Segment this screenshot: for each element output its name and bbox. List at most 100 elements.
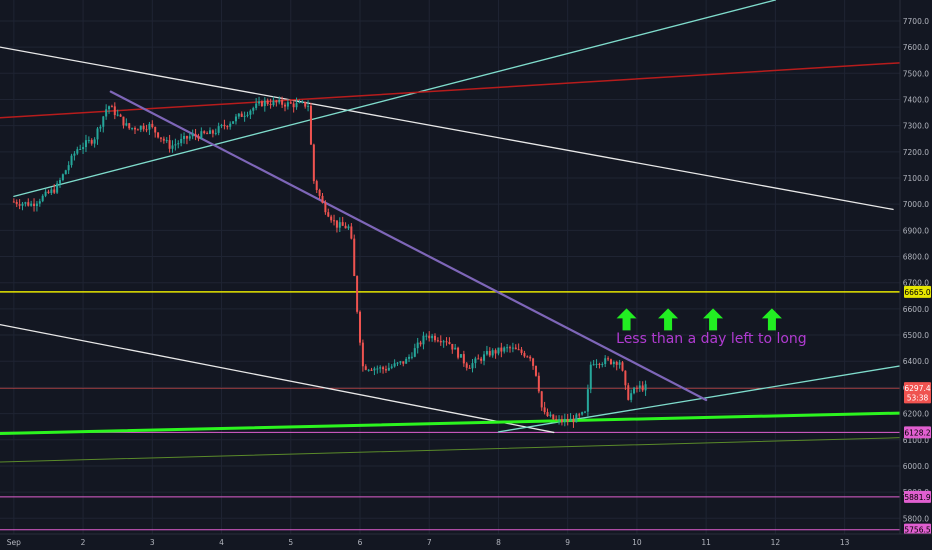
candle-body [511,347,514,349]
candle [324,200,327,215]
candle [370,367,373,371]
candle-body [358,311,362,343]
price-tick-label: 6400.0 [903,357,929,366]
up-arrow-icon [616,308,637,331]
candle [477,354,480,360]
candle-body [165,140,168,142]
candle-body [405,358,408,364]
time-axis[interactable]: Sep 2 3 4 5 6 7 8 9 10 11 12 13 [0,533,932,550]
candle [630,389,633,403]
candle-body [546,412,549,417]
candle-body [232,121,235,124]
candle [174,138,177,151]
candle [555,415,558,421]
candle-body [292,103,295,108]
price-label-background [904,490,931,503]
candle-body [286,102,289,107]
candle [298,99,301,104]
candle [422,331,425,350]
candle-body [99,126,102,129]
candle-body [433,335,437,341]
price-label-badge: 5881.9 [904,490,931,503]
candle [180,133,183,147]
candle [159,137,162,143]
candle-body [24,202,27,204]
candle-body [630,393,633,400]
candle-body [260,101,263,107]
price-tick-label: 7600.0 [903,43,929,52]
candle-body [318,189,321,196]
candle [56,180,59,195]
up-arrow-shape [761,308,782,331]
price-tick-label: 7500.0 [903,69,929,78]
candle-body [341,222,344,226]
candle [347,224,350,230]
price-tick-label: 7400.0 [903,95,929,104]
candle [309,102,312,145]
candle-body [162,138,165,141]
candle [543,401,546,415]
candle-body [21,203,24,206]
candle [90,138,93,146]
candle [494,348,497,359]
candle [520,346,523,356]
price-labels: 6665.0 6297.453:38 6128.2 5881.9 5756.5 [904,285,931,536]
candle-body [275,100,278,103]
candle-body [480,358,483,361]
candle-body [549,414,552,417]
trendline-purple-downtrend [109,90,708,402]
candle-body [243,115,246,117]
candle-body [344,225,347,229]
candle [581,411,584,416]
candle-body [70,155,73,166]
candle [563,413,566,427]
candle-body [459,354,462,358]
price-label-background [904,426,931,439]
candle-body [445,341,448,343]
candle [234,113,237,125]
candles [12,96,647,428]
candle [263,97,266,112]
candle-body [50,189,53,193]
time-tick-label: Sep [7,538,21,547]
candle-body [465,363,468,368]
candle-body [408,356,411,359]
candle-body [428,335,431,339]
candle-body [295,102,298,108]
candle-body [474,358,477,364]
candle-body [566,418,569,422]
candle-body [483,354,486,361]
candle [119,113,122,117]
candle [534,365,537,377]
candle [532,357,535,370]
price-axis[interactable]: 5800.05900.06000.06100.06200.06300.06400… [899,0,929,550]
candle-body [168,140,171,149]
candle [206,131,209,135]
candle [612,360,615,368]
candle-body [90,140,93,144]
candle [454,344,457,350]
candle [436,337,439,343]
candle-body [572,418,575,423]
candle-body [102,116,105,127]
candle [529,355,532,362]
price-label-background [904,285,931,298]
candle-body [540,391,543,408]
candle [301,99,304,104]
candle-body [532,358,535,366]
candle [353,234,356,277]
candle [416,337,419,354]
candle-body [592,364,595,366]
candle-body [200,131,203,139]
candle [27,198,30,207]
candle [50,187,53,196]
candle-body [35,203,38,206]
candle [618,359,621,369]
candle [384,365,387,373]
candle [24,201,27,207]
candle-body [53,189,56,193]
candle [537,372,540,394]
candle [295,97,298,110]
candle-body [558,419,561,421]
